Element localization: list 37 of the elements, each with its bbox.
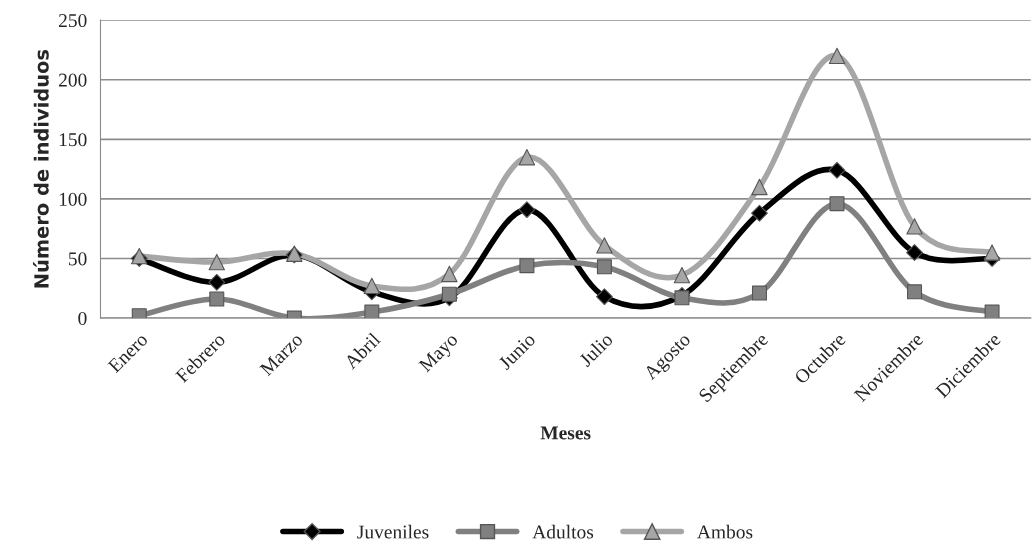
point bbox=[441, 265, 458, 283]
y-tick-label: 150 bbox=[59, 133, 87, 147]
point bbox=[673, 266, 691, 284]
y-tick-label: 100 bbox=[59, 192, 87, 206]
point bbox=[596, 288, 613, 306]
x-tick-label: Julio bbox=[577, 331, 614, 368]
point bbox=[751, 285, 767, 301]
point bbox=[596, 259, 612, 275]
point bbox=[363, 277, 381, 295]
point bbox=[984, 304, 1000, 319]
point bbox=[519, 258, 535, 274]
point bbox=[906, 244, 923, 261]
point bbox=[751, 178, 768, 196]
point bbox=[518, 149, 536, 166]
legend-label: Adultos bbox=[532, 524, 594, 539]
point bbox=[209, 291, 225, 307]
legend-label: Ambos bbox=[697, 524, 753, 539]
point bbox=[907, 284, 923, 300]
x-axis-title: Meses bbox=[540, 426, 591, 440]
point bbox=[828, 47, 846, 65]
point bbox=[751, 204, 768, 222]
point bbox=[983, 244, 1001, 261]
point bbox=[518, 201, 536, 219]
point bbox=[596, 237, 613, 254]
point bbox=[906, 218, 923, 235]
y-tick-label: 250 bbox=[58, 13, 87, 28]
legend-label: Juveniles bbox=[357, 524, 429, 539]
y-tick-label: 50 bbox=[68, 252, 87, 266]
point bbox=[208, 253, 225, 271]
y-tick-label: 0 bbox=[78, 311, 87, 326]
point bbox=[828, 161, 846, 179]
point bbox=[364, 304, 380, 319]
point bbox=[829, 196, 845, 212]
point bbox=[441, 286, 457, 302]
y-axis-title: Número de individuos bbox=[32, 49, 49, 288]
point bbox=[208, 273, 226, 291]
y-tick-label: 200 bbox=[58, 73, 87, 87]
